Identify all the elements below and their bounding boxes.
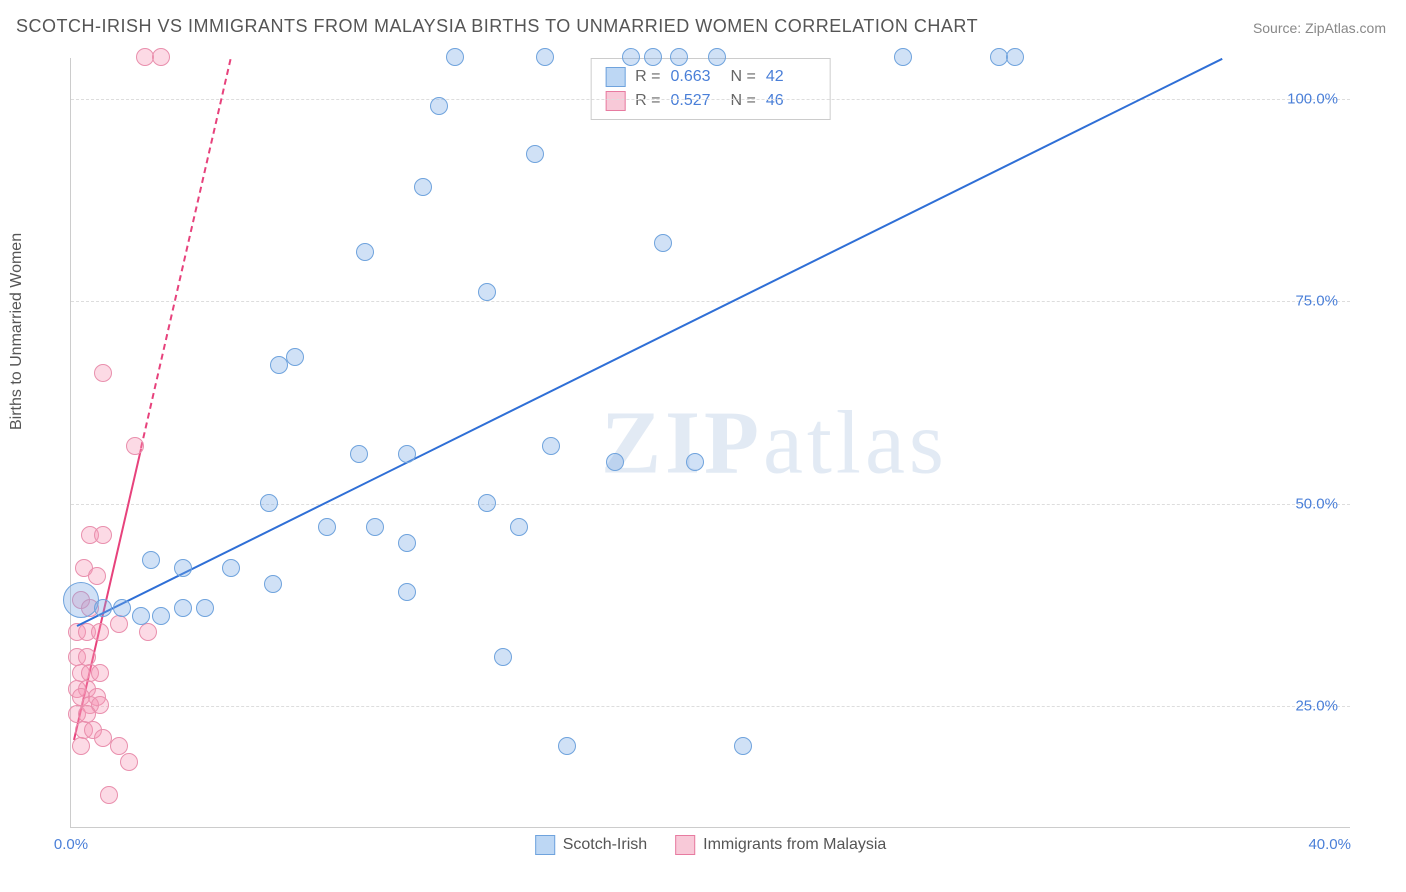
bottom-legend: Scotch-Irish Immigrants from Malaysia (535, 835, 887, 855)
data-point (686, 453, 704, 471)
data-point (414, 178, 432, 196)
swatch-series-1-bottom (675, 835, 695, 855)
data-point (174, 559, 192, 577)
data-point (196, 599, 214, 617)
data-point (494, 648, 512, 666)
y-axis-label: Births to Unmarried Women (8, 233, 26, 430)
source-name: ZipAtlas.com (1305, 20, 1386, 36)
swatch-series-1 (605, 91, 625, 111)
data-point (260, 494, 278, 512)
trend-dash-1 (140, 59, 232, 448)
stat-r-label: R = (635, 65, 660, 89)
data-point (366, 518, 384, 536)
data-point (100, 786, 118, 804)
stat-r-label: R = (635, 89, 660, 113)
stat-n-value-0: 42 (766, 65, 816, 89)
y-tick-label: 50.0% (1295, 495, 1338, 512)
data-point (606, 453, 624, 471)
stat-n-label: N = (731, 65, 756, 89)
stats-row-series-1: R = 0.527 N = 46 (605, 89, 816, 113)
stats-box: R = 0.663 N = 42 R = 0.527 N = 46 (590, 58, 831, 120)
data-point (622, 48, 640, 66)
data-point (446, 48, 464, 66)
watermark-bold: ZIP (601, 393, 763, 492)
data-point (536, 48, 554, 66)
data-point (139, 623, 157, 641)
legend-label-0: Scotch-Irish (563, 836, 647, 854)
data-point (132, 607, 150, 625)
stats-row-series-0: R = 0.663 N = 42 (605, 65, 816, 89)
data-point (510, 518, 528, 536)
data-point (398, 534, 416, 552)
data-point (174, 599, 192, 617)
data-point (542, 437, 560, 455)
watermark-light: atlas (763, 393, 948, 492)
data-point (734, 737, 752, 755)
data-point (222, 559, 240, 577)
source-attribution: Source: ZipAtlas.com (1253, 20, 1386, 36)
data-point (430, 97, 448, 115)
data-point (110, 737, 128, 755)
grid-line (71, 301, 1350, 302)
data-point (113, 599, 131, 617)
data-point (398, 445, 416, 463)
source-prefix: Source: (1253, 20, 1305, 36)
data-point (126, 437, 144, 455)
stat-n-value-1: 46 (766, 89, 816, 113)
data-point (318, 518, 336, 536)
x-tick-label: 0.0% (54, 836, 88, 853)
chart-container: SCOTCH-IRISH VS IMMIGRANTS FROM MALAYSIA… (0, 0, 1406, 892)
stat-r-value-0: 0.663 (671, 65, 721, 89)
data-point (558, 737, 576, 755)
legend-item-1: Immigrants from Malaysia (675, 835, 886, 855)
data-point (91, 623, 109, 641)
data-point (94, 599, 112, 617)
data-point (644, 48, 662, 66)
data-point (88, 567, 106, 585)
grid-line (71, 706, 1350, 707)
data-point (94, 364, 112, 382)
legend-item-0: Scotch-Irish (535, 835, 647, 855)
data-point (708, 48, 726, 66)
data-point (526, 145, 544, 163)
data-point (72, 737, 90, 755)
data-point (63, 582, 99, 618)
data-point (110, 615, 128, 633)
swatch-series-0 (605, 67, 625, 87)
plot-area: ZIPatlas R = 0.663 N = 42 R = 0.527 N = … (70, 58, 1350, 828)
data-point (152, 48, 170, 66)
y-tick-label: 75.0% (1295, 293, 1338, 310)
chart-title: SCOTCH-IRISH VS IMMIGRANTS FROM MALAYSIA… (16, 16, 978, 37)
data-point (478, 494, 496, 512)
data-point (120, 753, 138, 771)
data-point (350, 445, 368, 463)
data-point (264, 575, 282, 593)
stat-n-label: N = (731, 89, 756, 113)
y-tick-label: 100.0% (1287, 90, 1338, 107)
data-point (94, 526, 112, 544)
data-point (398, 583, 416, 601)
data-point (1006, 48, 1024, 66)
watermark: ZIPatlas (601, 391, 948, 494)
data-point (894, 48, 912, 66)
x-tick-label: 40.0% (1308, 836, 1351, 853)
data-point (670, 48, 688, 66)
stat-r-value-1: 0.527 (671, 89, 721, 113)
grid-line (71, 99, 1350, 100)
data-point (286, 348, 304, 366)
swatch-series-0-bottom (535, 835, 555, 855)
data-point (654, 234, 672, 252)
data-point (91, 664, 109, 682)
data-point (152, 607, 170, 625)
legend-label-1: Immigrants from Malaysia (703, 836, 886, 854)
data-point (356, 243, 374, 261)
y-tick-label: 25.0% (1295, 698, 1338, 715)
data-point (478, 283, 496, 301)
data-point (142, 551, 160, 569)
trend-line-0 (77, 58, 1223, 627)
